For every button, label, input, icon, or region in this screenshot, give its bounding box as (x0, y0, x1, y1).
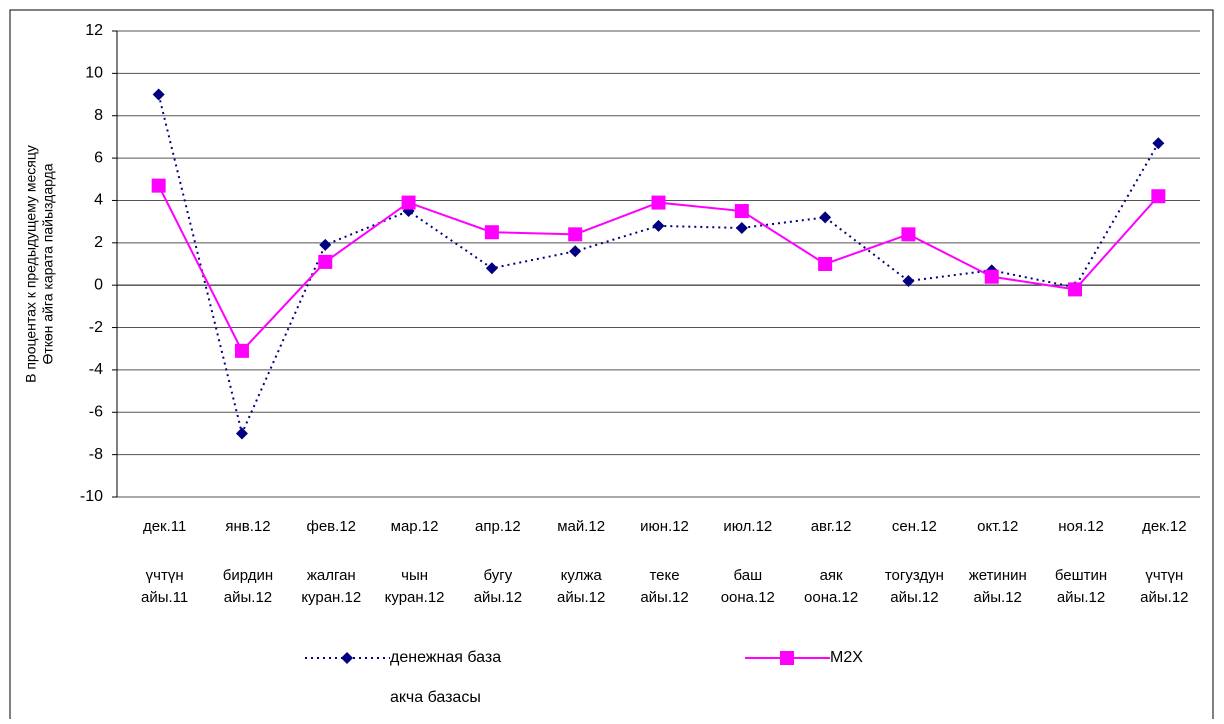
marker (819, 211, 832, 224)
x-tick-label: июн.12 (640, 518, 689, 535)
marker (485, 262, 498, 275)
x-tick-label-secondary: бирдин (223, 567, 273, 584)
x-tick-label-secondary: үчтүн (1145, 567, 1183, 584)
x-tick-label: авг.12 (811, 518, 852, 535)
y-axis-label: Өткөн айга карата пайыздарда (40, 163, 56, 364)
marker (902, 274, 915, 287)
y-tick-label: 10 (85, 65, 103, 82)
x-tick-label-secondary: куран.12 (385, 589, 445, 606)
y-tick-label: 2 (94, 234, 103, 251)
x-tick-label-secondary: баш (733, 567, 762, 584)
x-tick-label-secondary: тогуздун (885, 567, 944, 584)
x-tick-label-secondary: аяк (820, 567, 843, 584)
legend-note: акча базасы (390, 689, 481, 706)
x-tick-label-secondary: айы.12 (974, 589, 1022, 606)
x-tick-label: дек.12 (1142, 518, 1187, 535)
y-tick-label: -6 (89, 403, 103, 420)
x-tick-label-secondary: жалган (307, 567, 356, 584)
marker (818, 257, 833, 271)
x-tick-label-secondary: бугу (484, 567, 513, 584)
x-tick-label: мар.12 (391, 518, 439, 535)
marker (569, 245, 582, 258)
y-tick-label: -10 (80, 488, 103, 505)
x-tick-label: фев.12 (307, 518, 357, 535)
marker (484, 225, 499, 240)
marker (651, 195, 666, 210)
x-tick-label: дек.11 (143, 518, 186, 535)
series-line (157, 94, 1160, 437)
y-tick-label: -8 (89, 446, 103, 463)
y-axis-label: В процентах к предыдущему месяцу (23, 145, 39, 383)
legend-label: M2X (830, 649, 863, 666)
marker (401, 195, 416, 210)
x-tick-label-secondary: кулжа (561, 567, 603, 584)
marker (1068, 282, 1083, 297)
x-tick-label-secondary: теке (649, 567, 679, 584)
marker (734, 204, 749, 219)
x-tick-label-secondary: айы.12 (557, 589, 605, 606)
legend-marker (780, 651, 794, 665)
x-tick-label: ноя.12 (1058, 518, 1104, 535)
x-tick-label: янв.12 (225, 518, 270, 535)
marker (901, 227, 916, 242)
marker (319, 238, 332, 251)
marker (652, 219, 665, 232)
x-tick-label: окт.12 (977, 518, 1018, 535)
x-tick-label-secondary: оона.12 (721, 589, 775, 606)
x-tick-label: июл.12 (723, 518, 772, 535)
marker (735, 221, 748, 234)
x-tick-label-secondary: айы.12 (224, 589, 272, 606)
y-tick-label: 6 (94, 149, 103, 166)
marker (235, 427, 248, 440)
x-tick-label-secondary: бештин (1055, 567, 1107, 584)
x-tick-label-secondary: айы.11 (141, 589, 188, 606)
marker (318, 254, 333, 269)
x-tick-label: апр.12 (475, 518, 521, 535)
x-tick-label: май.12 (557, 518, 605, 535)
marker (568, 227, 583, 242)
x-tick-label-secondary: айы.12 (1057, 589, 1105, 606)
x-tick-label-secondary: айы.12 (474, 589, 522, 606)
marker (151, 178, 166, 193)
x-tick-label-secondary: айы.12 (1140, 589, 1188, 606)
series-line (157, 185, 1160, 353)
y-tick-label: 0 (94, 276, 103, 293)
y-tick-label: -4 (89, 361, 103, 378)
y-tick-label: 4 (94, 192, 103, 209)
marker (152, 88, 165, 101)
x-tick-label-secondary: жетинин (969, 567, 1027, 584)
x-tick-label: сен.12 (892, 518, 937, 535)
x-tick-label-secondary: чын (401, 567, 428, 584)
x-tick-label-secondary: оона.12 (804, 589, 858, 606)
x-tick-label-secondary: үчтүн (146, 567, 184, 584)
marker (1151, 189, 1166, 204)
x-tick-label-secondary: куран.12 (301, 589, 361, 606)
chart-frame (9, 9, 1214, 724)
x-tick-label-secondary: айы.12 (640, 589, 688, 606)
legend-label: денежная база (390, 649, 501, 666)
marker (984, 269, 999, 284)
y-tick-label: 12 (85, 22, 103, 39)
y-tick-label: -2 (89, 319, 103, 336)
x-tick-label-secondary: айы.12 (890, 589, 938, 606)
marker (1152, 137, 1165, 150)
marker (234, 343, 249, 358)
legend-marker (341, 652, 353, 664)
y-tick-label: 8 (94, 107, 103, 124)
